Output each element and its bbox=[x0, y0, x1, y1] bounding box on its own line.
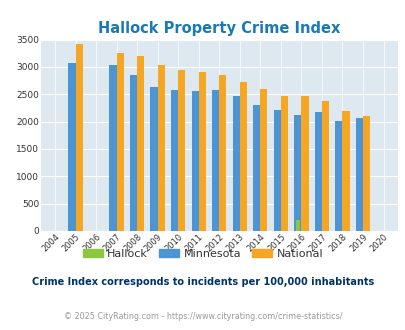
Bar bbox=[273, 110, 280, 231]
Bar bbox=[178, 70, 185, 231]
Text: Crime Index corresponds to incidents per 100,000 inhabitants: Crime Index corresponds to incidents per… bbox=[32, 277, 373, 287]
Bar bbox=[232, 96, 239, 231]
Bar bbox=[335, 121, 341, 231]
Bar bbox=[157, 65, 164, 231]
Bar bbox=[75, 44, 83, 231]
Bar bbox=[321, 101, 328, 231]
Bar bbox=[294, 115, 301, 231]
Bar bbox=[68, 63, 75, 231]
Bar bbox=[295, 220, 299, 231]
Bar bbox=[198, 72, 205, 231]
Bar bbox=[137, 56, 144, 231]
Bar bbox=[355, 118, 362, 231]
Text: © 2025 CityRating.com - https://www.cityrating.com/crime-statistics/: © 2025 CityRating.com - https://www.city… bbox=[64, 312, 341, 321]
Title: Hallock Property Crime Index: Hallock Property Crime Index bbox=[98, 21, 339, 36]
Bar bbox=[341, 111, 349, 231]
Bar bbox=[252, 105, 260, 231]
Bar bbox=[109, 65, 116, 231]
Bar bbox=[130, 75, 137, 231]
Bar bbox=[191, 91, 198, 231]
Bar bbox=[171, 90, 178, 231]
Bar bbox=[219, 75, 226, 231]
Legend: Hallock, Minnesota, National: Hallock, Minnesota, National bbox=[78, 245, 327, 264]
Bar bbox=[314, 112, 321, 231]
Bar bbox=[362, 115, 369, 231]
Bar bbox=[150, 87, 157, 231]
Bar bbox=[116, 53, 124, 231]
Bar bbox=[301, 96, 308, 231]
Bar bbox=[280, 96, 287, 231]
Bar bbox=[211, 90, 219, 231]
Bar bbox=[239, 82, 246, 231]
Bar bbox=[260, 89, 267, 231]
